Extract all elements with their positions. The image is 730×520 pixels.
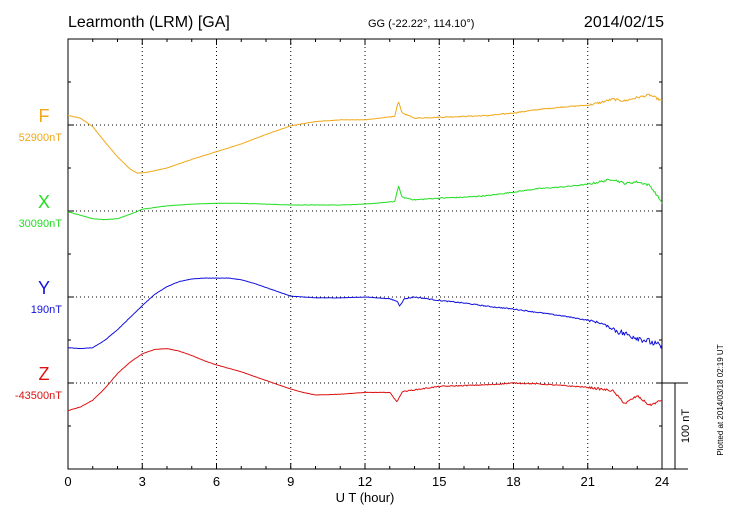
x-tick-label: 6 xyxy=(213,474,220,489)
series-baseline-y: 190nT xyxy=(31,304,62,316)
x-tick-label: 12 xyxy=(358,474,372,489)
chart-date: 2014/02/15 xyxy=(584,14,664,31)
x-tick-label: 3 xyxy=(139,474,146,489)
x-tick-labels: 0 3 6 9 12 15 18 21 24 xyxy=(64,474,669,489)
series-name-z: Z xyxy=(39,364,50,384)
x-tick-label: 15 xyxy=(432,474,446,489)
x-tick-label: 18 xyxy=(506,474,520,489)
series-name-f: F xyxy=(39,106,50,126)
series-name-x: X xyxy=(38,192,50,212)
series-baseline-f: 52900nT xyxy=(19,132,63,144)
chart-title: Learmonth (LRM) [GA] xyxy=(68,14,230,31)
series-baseline-z: -43500nT xyxy=(15,390,62,402)
series-lines xyxy=(67,93,663,411)
x-tick-label: 24 xyxy=(655,474,669,489)
axis-ticks xyxy=(67,38,663,470)
series-labels: F 52900nT X 30090nT Y 190nT Z -43500nT xyxy=(15,106,62,402)
x-axis-label: U T (hour) xyxy=(336,490,395,505)
series-line-x xyxy=(67,178,663,221)
series-line-y xyxy=(67,277,663,349)
scale-bar-label: 100 nT xyxy=(680,409,692,444)
grid-lines xyxy=(68,39,662,469)
x-tick-label: 0 xyxy=(64,474,71,489)
series-line-z xyxy=(68,348,663,411)
x-tick-label: 9 xyxy=(287,474,294,489)
series-name-y: Y xyxy=(38,278,50,298)
x-tick-label: 21 xyxy=(581,474,595,489)
plotted-timestamp: Plotted at 2014/03/18 02:19 UT xyxy=(716,344,725,455)
series-line-f xyxy=(67,93,663,174)
station-coordinates: GG (-22.22°, 114.10°) xyxy=(368,18,474,30)
series-baseline-x: 30090nT xyxy=(19,218,63,230)
